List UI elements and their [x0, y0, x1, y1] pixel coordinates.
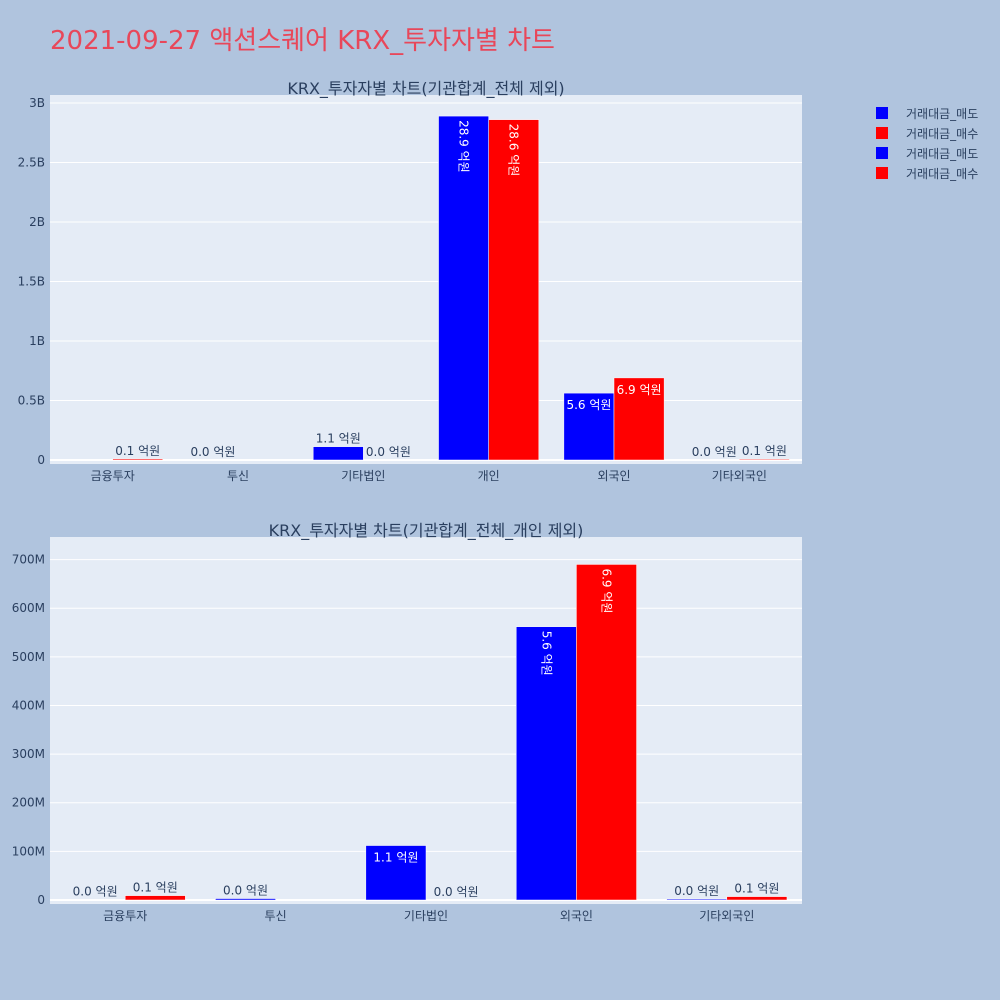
x-tick-label: 외국인 [597, 469, 630, 483]
legend-item[interactable]: 거래대금_매수 [872, 163, 978, 183]
bar [312, 446, 364, 461]
bar-value-label: 5.6 억원 [539, 631, 553, 676]
chart-panel-1: 0 0.5B 1B 1.5B 2B 2.5B 3B KRX_투자자별 차트(기관합계_전체 제… [18, 79, 802, 483]
y-tick-label: 500M [12, 650, 45, 664]
legend-label: 거래대금_매수 [906, 166, 979, 181]
bar [563, 392, 615, 461]
bar [515, 626, 577, 901]
bar-value-label: 1.1 억원 [316, 432, 361, 446]
bar-value-label: 0.0 억원 [674, 884, 719, 898]
bar-value-label: 0.0 억원 [73, 885, 118, 899]
bar-value-label: 0.1 억원 [734, 882, 779, 896]
subplot-title: KRX_투자자별 차트(기관합계_전체_개인 제외) [269, 521, 584, 541]
legend-item[interactable]: 거래대금_매도 [872, 143, 978, 163]
legend-item[interactable]: 거래대금_매도 [872, 103, 978, 123]
plot-area [50, 537, 802, 904]
x-tick-label: 개인 [478, 469, 500, 483]
bar-value-label: 0.1 억원 [742, 444, 787, 458]
x-tick-label: 기타외국인 [699, 909, 754, 923]
y-tick-label: 100M [12, 844, 45, 858]
legend-swatch [876, 127, 888, 139]
subplot-title: KRX_투자자별 차트(기관합계_전체 제외) [287, 79, 564, 99]
y-tick-label: 700M [12, 553, 45, 567]
legend-item[interactable]: 거래대금_매수 [872, 123, 978, 143]
x-tick-label: 금융투자 [91, 469, 135, 483]
bar [124, 895, 186, 901]
x-tick-label: 투신 [265, 909, 287, 923]
bar-value-label: 28.9 억원 [457, 120, 471, 173]
bar [438, 115, 489, 461]
y-tick-label: 0 [37, 893, 45, 907]
bar-value-label: 6.9 억원 [617, 383, 662, 397]
bar [613, 377, 665, 461]
bar [365, 845, 427, 901]
x-tick-label: 기타법인 [404, 909, 448, 923]
legend-swatch [876, 167, 888, 179]
y-tick-label: 600M [12, 601, 45, 615]
bar [726, 896, 788, 901]
legend-swatch [876, 107, 888, 119]
x-tick-label: 외국인 [560, 909, 593, 923]
y-tick-label: 0 [37, 453, 45, 467]
bar-value-label: 28.6 억원 [507, 124, 521, 177]
bar-value-label: 0.0 억원 [223, 884, 268, 898]
bar-value-label: 0.0 억원 [190, 445, 235, 459]
x-tick-label: 금융투자 [103, 909, 147, 923]
bar [666, 898, 728, 901]
y-tick-label: 2B [29, 215, 45, 229]
legend[interactable]: 거래대금_매도 거래대금_매수 거래대금_매도 거래대금_매수 [872, 103, 978, 183]
y-tick-label: 200M [12, 796, 45, 810]
plot-area [50, 95, 802, 464]
chart-panel-2: 0 100M 200M 300M 400M 500M 600M 700M KRX_투자자별 차트… [12, 521, 802, 923]
legend-label: 거래대금_매도 [906, 146, 979, 161]
legend-label: 거래대금_매도 [906, 106, 979, 121]
y-tick-label: 300M [12, 747, 45, 761]
bar-value-label: 0.0 억원 [366, 445, 411, 459]
y-tick-label: 1.5B [18, 275, 45, 289]
bar [739, 458, 790, 461]
bar [112, 458, 164, 461]
bar [215, 898, 276, 901]
y-tick-label: 0.5B [18, 394, 45, 408]
bar-value-label: 0.0 억원 [692, 445, 737, 459]
y-tick-label: 2.5B [18, 156, 45, 170]
bar-value-label: 5.6 억원 [566, 398, 611, 412]
x-tick-label: 투신 [227, 469, 249, 483]
bar-value-label: 0.0 억원 [434, 885, 479, 899]
y-tick-label: 3B [29, 96, 45, 110]
y-tick-label: 400M [12, 698, 45, 712]
y-tick-label: 1B [29, 334, 45, 348]
bar [576, 564, 637, 901]
bar-value-label: 1.1 억원 [373, 851, 418, 865]
bar-value-label: 0.1 억원 [133, 881, 178, 895]
bar-value-label: 0.1 억원 [115, 444, 160, 458]
bar-value-label: 6.9 억원 [599, 568, 613, 613]
page-title: 2021-09-27 액션스퀘어 KRX_투자자별 차트 [50, 26, 555, 56]
bar [488, 119, 540, 461]
x-tick-label: 기타법인 [341, 469, 385, 483]
legend-label: 거래대금_매수 [906, 126, 979, 141]
x-tick-label: 기타외국인 [712, 469, 767, 483]
legend-swatch [876, 147, 888, 159]
